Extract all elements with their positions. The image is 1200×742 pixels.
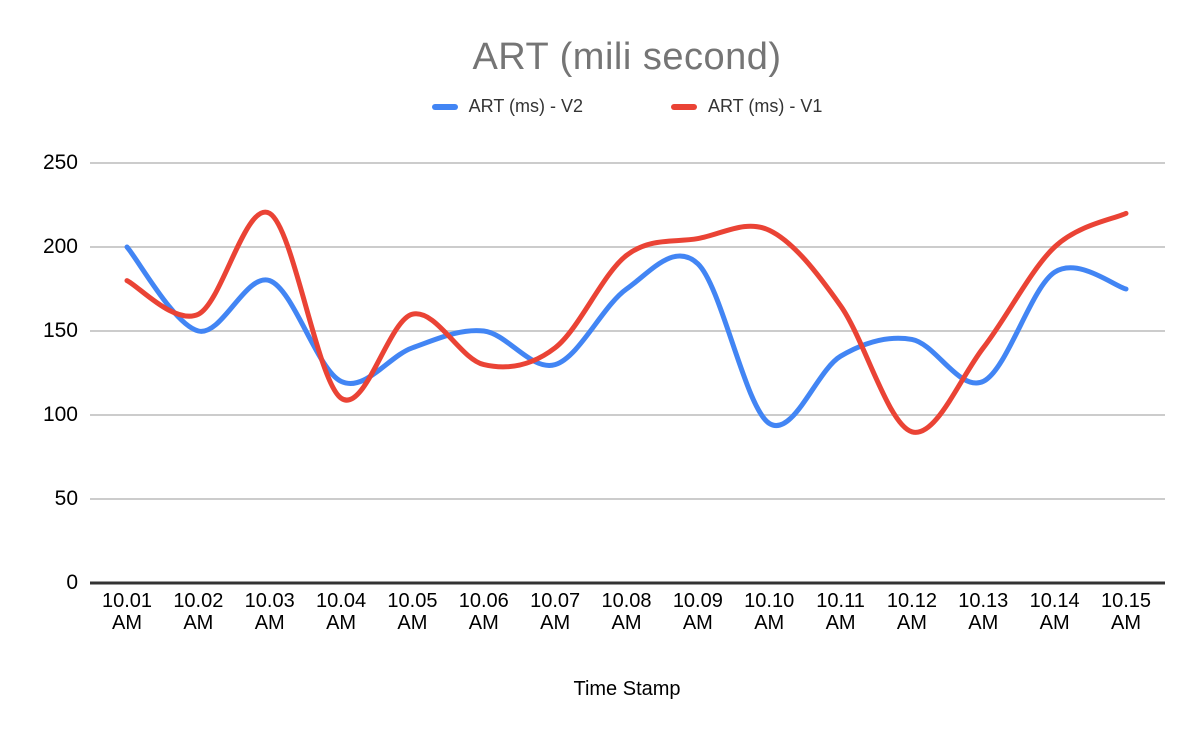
y-tick-label: 250 [42, 151, 78, 174]
chart-title: ART (mili second) [472, 36, 782, 78]
x-tick-label: 10.03 AM [244, 590, 295, 634]
legend-item-v2: ART (ms) - V2 [431, 96, 583, 117]
y-tick-label: 100 [42, 403, 78, 426]
series-line-v2 [124, 244, 1129, 429]
legend-swatch-icon [671, 103, 697, 110]
x-axis-title: Time Stamp [573, 678, 681, 700]
legend-swatch-icon [431, 103, 458, 110]
legend-item-v1: ART (ms) - V1 [671, 96, 822, 117]
x-tick-label: 10.01 AM [101, 590, 153, 634]
x-tick-label: 10.08 AM [601, 590, 652, 634]
legend-label: ART (ms) - V2 [468, 96, 583, 116]
x-tick-label: 10.10 AM [744, 590, 795, 634]
x-tick-label: 10.02 AM [173, 590, 224, 634]
y-tick-label: 150 [42, 319, 78, 342]
x-tick-label: 10.09 AM [672, 590, 723, 634]
x-tick-label: 10.13 AM [958, 590, 1009, 634]
x-tick-label: 10.04 AM [316, 590, 367, 634]
x-tick-label: 10.15 AM [1100, 590, 1152, 634]
y-tick-label: 200 [42, 235, 78, 258]
legend-label: ART (ms) - V1 [708, 96, 823, 116]
x-tick-label: 10.05 AM [387, 590, 438, 634]
series-line-v1 [124, 209, 1129, 435]
x-tick-label: 10.14 AM [1029, 590, 1080, 634]
y-tick-label: 50 [54, 487, 78, 510]
x-tick-label: 10.12 AM [886, 590, 937, 634]
y-tick-label: 0 [66, 571, 78, 594]
x-tick-label: 10.11 AM [816, 590, 865, 634]
x-tick-label: 10.06 AM [458, 590, 509, 634]
chart-legend: ART (ms) - V2 ART (ms) - V1 [54, 96, 1200, 117]
x-tick-label: 10.07 AM [530, 590, 581, 634]
